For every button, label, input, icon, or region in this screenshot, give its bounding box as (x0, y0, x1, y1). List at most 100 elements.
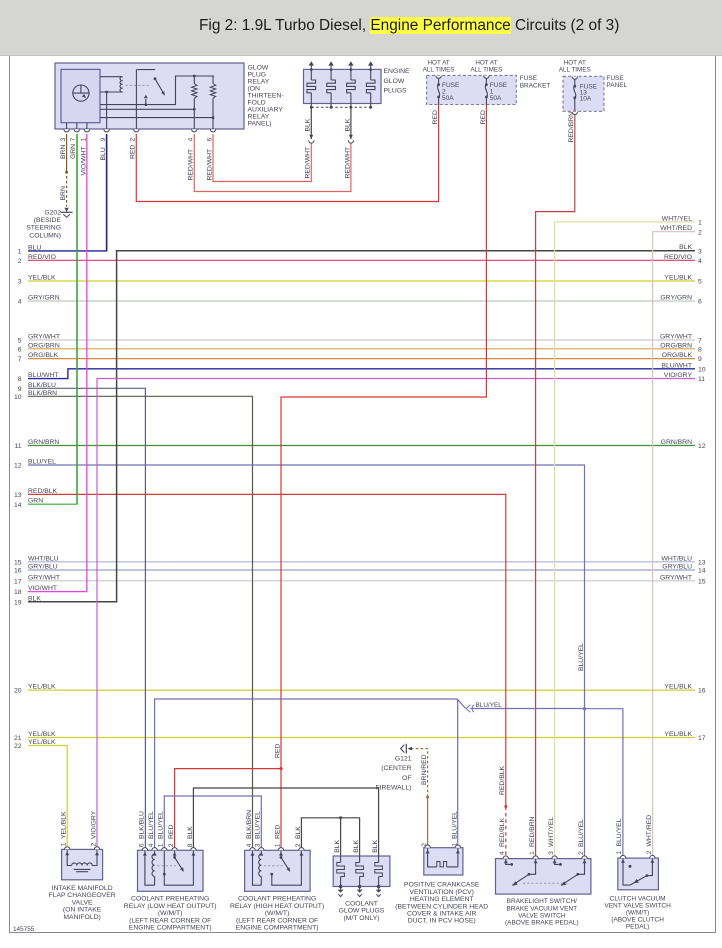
svg-text:BLK/BRN: BLK/BRN (246, 810, 253, 839)
svg-text:BLK/BLU: BLK/BLU (138, 811, 145, 839)
svg-text:2: 2 (421, 843, 428, 847)
svg-text:PLUGS: PLUGS (384, 88, 408, 95)
svg-text:6: 6 (18, 346, 22, 353)
svg-text:(W/M/T): (W/M/T) (626, 910, 649, 917)
svg-text:ALL TIMES: ALL TIMES (470, 66, 502, 73)
svg-text:50A: 50A (442, 95, 454, 102)
svg-text:PANEL): PANEL) (248, 121, 272, 128)
svg-text:18: 18 (14, 589, 22, 596)
svg-text:145755: 145755 (13, 926, 35, 933)
svg-text:15: 15 (14, 559, 22, 566)
svg-text:BRACKET: BRACKET (520, 83, 551, 90)
svg-text:2: 2 (698, 229, 702, 236)
svg-text:17: 17 (14, 578, 22, 585)
svg-text:BLK: BLK (344, 118, 351, 131)
svg-text:WHT/YEL: WHT/YEL (548, 817, 555, 847)
svg-text:3: 3 (60, 138, 67, 142)
svg-text:(ON INTAKE: (ON INTAKE (63, 907, 102, 914)
svg-text:2: 2 (578, 851, 585, 855)
svg-text:BRAKELIGHT SWITCH/: BRAKELIGHT SWITCH/ (507, 898, 578, 905)
svg-text:20: 20 (14, 688, 22, 695)
svg-text:ORG/BLK: ORG/BLK (662, 352, 693, 359)
svg-text:1: 1 (158, 843, 165, 847)
svg-text:VIO/GRY: VIO/GRY (90, 810, 97, 839)
svg-text:4: 4 (698, 258, 702, 265)
svg-text:VENTILATION (PCV): VENTILATION (PCV) (409, 889, 473, 896)
svg-text:VIO/GRY: VIO/GRY (664, 372, 693, 379)
svg-text:RELAY (LOW HEAT OUTPUT): RELAY (LOW HEAT OUTPUT) (124, 903, 217, 910)
svg-text:ORG/BLK: ORG/BLK (28, 352, 59, 359)
svg-text:BLU/YEL: BLU/YEL (28, 459, 56, 466)
svg-text:(M/T ONLY): (M/T ONLY) (344, 915, 380, 922)
svg-text:BRN: BRN (60, 186, 67, 200)
svg-text:BLK: BLK (187, 826, 194, 839)
svg-text:12: 12 (14, 463, 22, 470)
svg-text:14: 14 (698, 568, 706, 575)
svg-text:STEERING: STEERING (26, 225, 61, 232)
svg-text:PLUG: PLUG (248, 71, 267, 78)
svg-text:GRN/BRN: GRN/BRN (28, 439, 59, 446)
svg-text:2: 2 (295, 843, 302, 847)
svg-text:HOT AT: HOT AT (428, 60, 450, 67)
svg-text:BLU/YEL: BLU/YEL (578, 819, 585, 847)
svg-text:(BETWEEN CYLINDER HEAD: (BETWEEN CYLINDER HEAD (395, 903, 488, 910)
svg-text:2: 2 (442, 88, 446, 95)
svg-text:17: 17 (698, 735, 706, 742)
svg-text:VIO/WHT: VIO/WHT (28, 585, 57, 592)
svg-text:RED/VIO: RED/VIO (28, 254, 56, 261)
svg-text:PEDAL): PEDAL) (626, 924, 649, 931)
svg-text:YEL/BLK: YEL/BLK (61, 811, 68, 839)
svg-text:4: 4 (246, 843, 253, 847)
svg-text:2: 2 (90, 843, 97, 847)
svg-text:WHT/BLU: WHT/BLU (28, 555, 59, 562)
svg-text:BLU/WHT: BLU/WHT (661, 362, 692, 369)
svg-text:FUSE: FUSE (580, 83, 598, 90)
svg-text:BLU: BLU (28, 244, 41, 251)
svg-text:6: 6 (698, 299, 702, 306)
svg-text:GRY/GRN: GRY/GRN (28, 295, 60, 302)
svg-text:WHT/BLU: WHT/BLU (661, 555, 692, 562)
svg-text:VALVE: VALVE (72, 899, 93, 906)
svg-text:HOT AT: HOT AT (564, 60, 586, 67)
svg-text:(BESIDE: (BESIDE (34, 217, 62, 224)
svg-text:RED: RED (480, 110, 487, 124)
svg-text:WHT/RED: WHT/RED (646, 815, 653, 847)
svg-text:RED/VIO: RED/VIO (664, 254, 692, 261)
svg-text:YEL/BLK: YEL/BLK (28, 739, 56, 746)
svg-text:6: 6 (206, 138, 213, 142)
svg-text:13: 13 (698, 559, 706, 566)
svg-text:RED: RED (274, 825, 281, 839)
svg-text:9: 9 (698, 356, 702, 363)
svg-text:10: 10 (698, 366, 706, 373)
svg-text:1: 1 (529, 851, 536, 855)
svg-text:RED/BLK: RED/BLK (499, 765, 506, 795)
svg-text:FOLD: FOLD (248, 100, 266, 107)
svg-text:RED/WHT: RED/WHT (344, 147, 351, 179)
svg-text:RED: RED (168, 825, 175, 839)
svg-text:21: 21 (14, 735, 22, 742)
svg-text:PANEL: PANEL (606, 82, 627, 89)
svg-text:50A: 50A (490, 95, 502, 102)
svg-text:WHT/RED: WHT/RED (660, 225, 692, 232)
svg-text:7: 7 (70, 138, 77, 142)
svg-text:POSITIVE CRANKCASE: POSITIVE CRANKCASE (404, 882, 480, 889)
svg-text:GRN: GRN (28, 498, 43, 505)
svg-text:2: 2 (130, 138, 137, 142)
svg-text:BLK: BLK (334, 839, 341, 852)
svg-text:GRY/BLU: GRY/BLU (662, 564, 692, 571)
svg-text:ORG/BRN: ORG/BRN (660, 342, 692, 349)
svg-text:YEL/BLK: YEL/BLK (28, 684, 56, 691)
svg-text:1: 1 (80, 138, 87, 142)
svg-text:10: 10 (14, 394, 22, 401)
svg-text:2: 2 (18, 258, 22, 265)
svg-text:FUSE: FUSE (520, 75, 538, 82)
svg-text:GRY/WHT: GRY/WHT (28, 574, 60, 581)
svg-text:COLUMN): COLUMN) (29, 232, 61, 239)
svg-text:YEL/BLK: YEL/BLK (28, 275, 56, 282)
svg-text:1: 1 (490, 88, 494, 95)
svg-text:14: 14 (14, 502, 22, 509)
svg-text:GRN/BRN: GRN/BRN (661, 439, 692, 446)
svg-text:(LEFT REAR CORNER OF: (LEFT REAR CORNER OF (236, 917, 318, 924)
svg-text:RED/BLK: RED/BLK (28, 488, 58, 495)
svg-text:RED: RED (432, 110, 439, 124)
